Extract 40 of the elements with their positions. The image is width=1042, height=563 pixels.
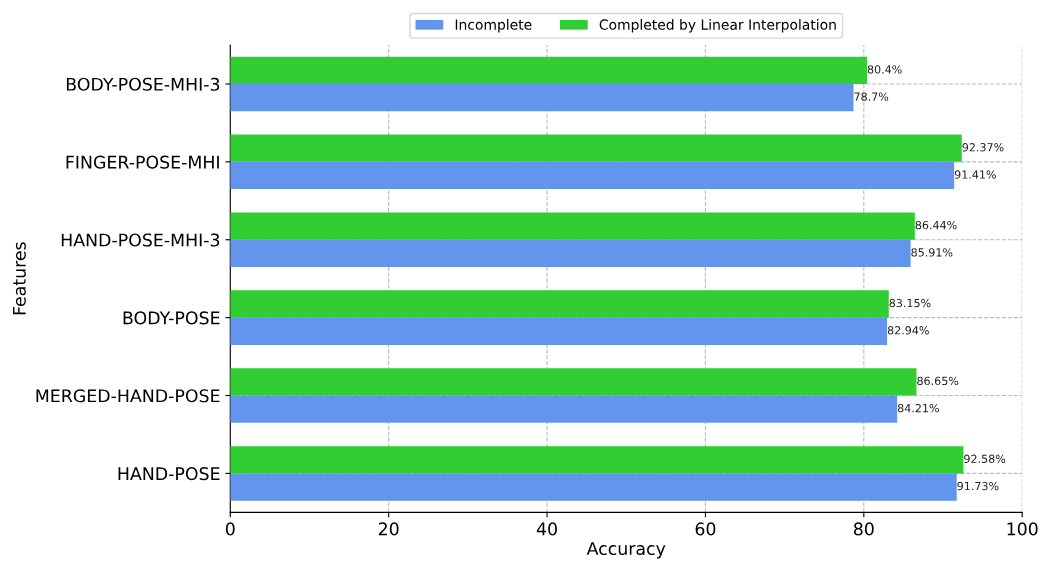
data-label: 91.73% bbox=[957, 481, 999, 491]
x-tick-label: 0 bbox=[225, 522, 235, 536]
data-label: 86.65% bbox=[917, 376, 959, 386]
data-label: 82.94% bbox=[887, 326, 929, 335]
bar bbox=[230, 446, 964, 474]
bar bbox=[230, 368, 917, 396]
data-label: 83.15% bbox=[889, 298, 931, 308]
bar bbox=[230, 473, 957, 501]
y-tick-label: HAND-POSE-MHI-3 bbox=[61, 233, 220, 247]
x-tick-label: 60 bbox=[695, 522, 716, 536]
y-tick-label: FINGER-POSE-MHI bbox=[66, 155, 219, 169]
x-tick-label: 20 bbox=[378, 522, 399, 536]
bar bbox=[230, 56, 867, 84]
bar bbox=[230, 290, 889, 318]
legend-label: Completed by Linear Interpolation bbox=[599, 19, 836, 33]
data-label: 80.4% bbox=[867, 65, 902, 74]
data-label: 84.21% bbox=[897, 403, 939, 413]
y-tick-label: BODY-POSE bbox=[123, 311, 220, 325]
x-tick-label: 40 bbox=[536, 522, 557, 536]
data-label: 91.41% bbox=[954, 170, 996, 179]
x-tick-label: 100 bbox=[1007, 522, 1038, 536]
data-label: 92.37% bbox=[962, 143, 1004, 152]
x-axis-title: Accuracy bbox=[586, 542, 666, 559]
y-tick-label: HAND-POSE bbox=[118, 467, 220, 481]
data-label: 85.91% bbox=[911, 248, 953, 257]
legend-label: Incomplete bbox=[455, 19, 532, 33]
bar bbox=[230, 161, 955, 190]
data-label: 92.58% bbox=[964, 454, 1006, 463]
data-label: 78.7% bbox=[854, 92, 889, 101]
y-tick-label: MERGED-HAND-POSE bbox=[36, 389, 220, 403]
bar bbox=[230, 134, 962, 162]
bar bbox=[230, 317, 888, 345]
bar bbox=[230, 83, 854, 112]
y-tick-label: BODY-POSE-MHI-3 bbox=[66, 77, 220, 91]
bar bbox=[230, 212, 915, 240]
bar bbox=[230, 395, 898, 423]
data-label: 86.44% bbox=[915, 220, 957, 230]
bar bbox=[230, 239, 911, 267]
y-axis-title: Features bbox=[12, 242, 26, 315]
x-tick-label: 80 bbox=[853, 522, 874, 536]
